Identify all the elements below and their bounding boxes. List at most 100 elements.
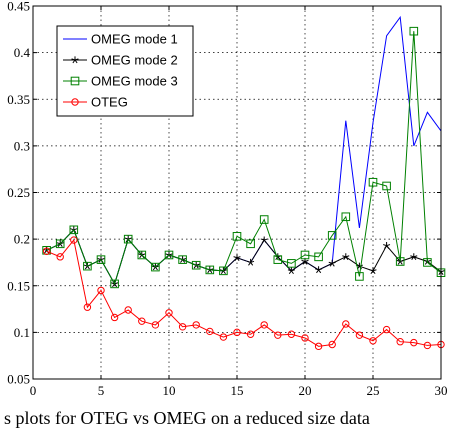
y-tick-label: 0.35 [7, 92, 30, 107]
oteg-point [382, 325, 391, 334]
x-tick-label: 0 [30, 383, 37, 398]
x-tick-label: 10 [163, 383, 176, 398]
oteg-point [246, 330, 255, 338]
omeg-mode-3-point [178, 255, 187, 264]
oteg-point [178, 323, 187, 331]
omeg-mode-2-point [301, 257, 309, 265]
omeg-mode-2-point [151, 263, 159, 271]
omeg-mode-2-point [383, 242, 391, 249]
oteg-point [301, 334, 309, 342]
y-tick-label: 0.45 [7, 0, 30, 14]
omeg-mode-2-point [165, 251, 173, 259]
omeg-mode-3-point [137, 250, 147, 260]
omeg-mode-3-point [423, 258, 432, 267]
line-chart: 0 5 10 15 20 25 30 0.050.10.150.20.250.30.350.… [7, 0, 448, 398]
y-tick-label: 0.2 [14, 232, 30, 247]
omeg-mode-2-point [56, 240, 64, 247]
x-tick-label: 25 [367, 383, 380, 398]
legend-label: OMEG mode 2 [91, 53, 178, 68]
omeg-mode-3-point [232, 232, 242, 241]
omeg-mode-2-point [328, 259, 336, 267]
oteg-point [274, 331, 282, 339]
omeg-mode-2-point [260, 236, 268, 244]
omeg-mode-3-point [96, 255, 106, 264]
legend-item-omeg-mode-3: OMEG mode 3 [63, 74, 178, 89]
omeg-mode-2-point [342, 253, 350, 261]
y-tick-label: 0.25 [7, 185, 30, 200]
plot-frame [32, 5, 442, 380]
oteg-point [151, 321, 160, 329]
oteg-point [369, 337, 377, 345]
oteg-point [138, 317, 146, 325]
omeg-mode-3-point [395, 257, 405, 266]
oteg-point [233, 328, 241, 337]
oteg-point [110, 313, 119, 322]
oteg-point [97, 286, 105, 295]
legend-item-oteg: OTEG [63, 95, 128, 110]
omeg-mode-3-point [205, 265, 215, 275]
x-tick-label: 5 [98, 383, 105, 398]
oteg-point [260, 321, 268, 329]
legend-item-omeg-mode-1: OMEG mode 1 [63, 32, 178, 47]
omeg-mode-3-point [164, 250, 174, 260]
legend: OMEG mode 1 OMEG mode 2 OMEG mode 3 OTEG [56, 25, 194, 117]
oteg-point [56, 253, 64, 261]
omeg-mode-3-point [409, 26, 419, 36]
omeg-mode-3-point [110, 279, 119, 289]
oteg-point [287, 330, 296, 338]
legend-box [56, 25, 194, 117]
omeg-mode-2-point [247, 258, 255, 266]
oteg-point [410, 338, 418, 347]
omeg-mode-2-point [410, 253, 418, 261]
omeg-mode-2-point [315, 266, 323, 274]
oteg-point [355, 331, 364, 339]
omeg-mode-3-point [300, 250, 310, 260]
omeg-mode-3-point [327, 231, 337, 240]
oteg-point [70, 236, 78, 244]
oteg-point [192, 321, 200, 329]
oteg-point [396, 338, 404, 346]
oteg-point [314, 342, 323, 351]
oteg-point [219, 333, 228, 341]
omeg-mode-3-point [314, 252, 323, 262]
oteg-point [83, 303, 92, 311]
x-axis: 0 5 10 15 20 25 30 [30, 6, 448, 398]
omeg-mode-3-point [55, 239, 65, 249]
x-tick-label: 15 [231, 383, 244, 398]
legend-label: OTEG [91, 95, 128, 110]
omeg-mode-2-point [287, 267, 295, 275]
oteg-point [165, 309, 173, 317]
omeg-mode-3-point [259, 215, 269, 224]
omeg-mode-3-point [83, 261, 92, 271]
omeg-mode-3-point [151, 262, 160, 272]
legend-label: OMEG mode 1 [91, 32, 178, 47]
y-tick-label: 0.4 [14, 45, 31, 60]
omeg-mode-3-point [273, 255, 283, 264]
y-axis: 0.05 0.1 0.15 0.2 0.25 0.3 0.35 0.4 0.45 [7, 0, 441, 387]
legend-item-omeg-mode-2: OMEG mode 2 [63, 53, 178, 68]
series-oteg [42, 236, 445, 351]
legend-marker [70, 76, 80, 86]
oteg-point [206, 327, 214, 336]
omeg-mode-3-point [355, 272, 364, 281]
y-tick-label: 0.3 [14, 138, 30, 153]
oteg-point [423, 341, 432, 350]
legend-marker [71, 56, 79, 64]
omeg-mode-3-point [191, 260, 201, 270]
omeg-mode-2-point [206, 266, 214, 274]
omeg-mode-3-point [287, 259, 296, 268]
x-tick-label: 20 [299, 383, 312, 398]
series-group [42, 15, 446, 351]
omeg-mode-3-point [219, 266, 228, 276]
omeg-mode-2-point [192, 261, 200, 269]
omeg-mode-3-point [368, 177, 378, 187]
omeg-mode-2-point [369, 267, 377, 275]
y-tick-label: 0.1 [14, 325, 30, 340]
oteg-point [342, 320, 350, 328]
legend-marker [71, 98, 79, 106]
omeg-mode-2-point [179, 256, 187, 263]
y-tick-label: 0.05 [7, 372, 30, 387]
y-tick-label: 0.15 [7, 278, 30, 293]
omeg-mode-3-point [123, 234, 133, 244]
omeg-mode-2-point [219, 267, 227, 275]
